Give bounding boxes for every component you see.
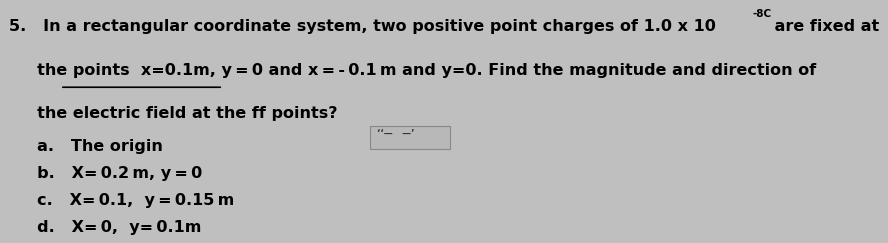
Text: -8C: -8C bbox=[752, 9, 772, 19]
Text: the electric field at the ff points?: the electric field at the ff points? bbox=[9, 106, 337, 121]
Bar bbox=[370, 126, 449, 149]
Text: a.   The origin: a. The origin bbox=[9, 139, 163, 154]
Text: are fixed at: are fixed at bbox=[769, 19, 879, 35]
Text: the points  x=0.1m, y = 0 and x = - 0.1 m and y=0. Find the magnitude and direct: the points x=0.1m, y = 0 and x = - 0.1 m… bbox=[9, 63, 816, 78]
Text: d.   X= 0,  y= 0.1m: d. X= 0, y= 0.1m bbox=[9, 220, 202, 235]
Text: c.   X= 0.1,  y = 0.15 m: c. X= 0.1, y = 0.15 m bbox=[9, 193, 234, 208]
Text: ‘‘—   —’: ‘‘— —’ bbox=[377, 129, 415, 138]
Text: b.   X= 0.2 m, y = 0: b. X= 0.2 m, y = 0 bbox=[9, 166, 202, 181]
Text: 5.   In a rectangular coordinate system, two positive point charges of 1.0 x 10: 5. In a rectangular coordinate system, t… bbox=[9, 19, 716, 35]
